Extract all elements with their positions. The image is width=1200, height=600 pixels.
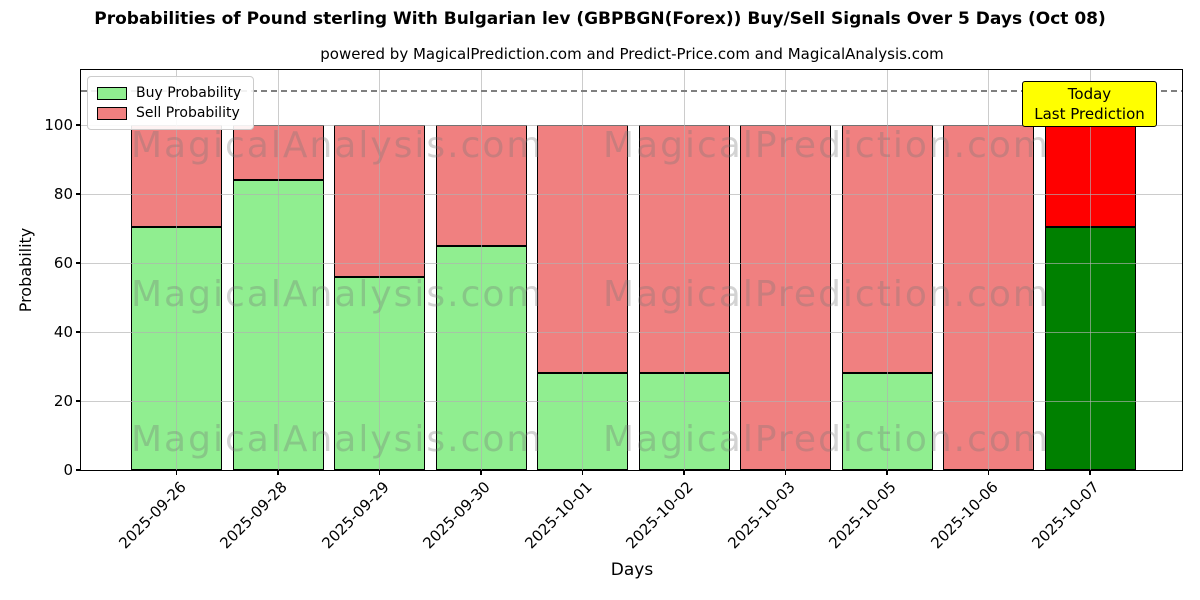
legend-label-buy: Buy Probability: [136, 85, 242, 101]
x-tickmark: [784, 471, 787, 475]
watermark-text: MagicalPrediction.com: [603, 274, 1050, 315]
legend: Buy Probability Sell Probability: [87, 76, 255, 130]
v-gridline: [785, 70, 786, 470]
y-tickmark: [76, 331, 80, 333]
x-tick-label: 2025-10-07: [1028, 478, 1103, 553]
x-tickmark: [581, 471, 584, 475]
threshold-dashed-line: [81, 89, 1182, 92]
v-gridline: [277, 70, 279, 470]
legend-label-sell: Sell Probability: [136, 105, 240, 121]
plot-area: Buy Probability Sell Probability Today L…: [80, 69, 1183, 471]
y-tickmark: [76, 400, 80, 402]
y-tick-label: 100: [44, 116, 73, 134]
y-tick-label: 60: [53, 254, 73, 272]
y-tickmark: [76, 469, 80, 471]
x-tick-label: 2025-09-30: [419, 478, 494, 553]
watermark-text: MagicalAnalysis.com: [131, 274, 544, 315]
x-axis-label: Days: [610, 560, 654, 580]
x-tickmark: [277, 471, 279, 475]
x-tickmark: [987, 471, 990, 475]
v-gridline: [683, 70, 685, 470]
y-tickmark: [76, 124, 80, 126]
v-gridline: [176, 70, 177, 470]
x-tickmark: [378, 471, 381, 475]
x-tick-label: 2025-09-29: [317, 478, 393, 553]
x-tickmark: [1089, 471, 1091, 475]
x-tickmark: [480, 471, 482, 475]
x-tick-label: 2025-10-03: [723, 478, 799, 553]
h-gridline: [81, 193, 1182, 195]
y-tick-label: 0: [63, 461, 73, 479]
x-tick-label: 2025-10-05: [825, 478, 900, 553]
x-tickmark: [175, 471, 178, 475]
h-gridline: [81, 331, 1182, 333]
v-gridline: [379, 70, 380, 470]
v-gridline: [886, 70, 888, 470]
v-gridline: [480, 70, 482, 470]
chart-title: Probabilities of Pound sterling With Bul…: [94, 9, 1106, 29]
legend-item-buy: Buy Probability: [97, 83, 241, 103]
sell-swatch-icon: [97, 106, 127, 120]
x-tickmark: [886, 471, 888, 475]
y-tick-label: 20: [53, 392, 73, 410]
annotation-line-1: Today: [1067, 85, 1112, 103]
x-tick-label: 2025-09-28: [216, 478, 291, 553]
y-tickmark: [76, 262, 80, 264]
x-tickmark: [683, 471, 685, 475]
x-tick-label: 2025-09-26: [114, 478, 190, 553]
watermark-text: MagicalAnalysis.com: [131, 419, 544, 460]
today-annotation: Today Last Prediction: [1022, 81, 1157, 127]
legend-item-sell: Sell Probability: [97, 103, 241, 123]
h-gridline: [81, 124, 1182, 126]
v-gridline: [582, 70, 583, 470]
y-tickmark: [76, 193, 80, 195]
h-gridline: [81, 400, 1182, 402]
x-tick-label: 2025-10-06: [926, 478, 1002, 553]
buy-swatch-icon: [97, 86, 127, 100]
chart-subtitle: powered by MagicalPrediction.com and Pre…: [320, 45, 944, 63]
h-gridline: [81, 262, 1182, 264]
watermark-text: MagicalAnalysis.com: [131, 125, 544, 166]
watermark-text: MagicalPrediction.com: [603, 419, 1050, 460]
annotation-line-2: Last Prediction: [1034, 105, 1145, 123]
y-tick-label: 40: [53, 323, 73, 341]
v-gridline: [988, 70, 989, 470]
y-tick-label: 80: [53, 185, 73, 203]
watermark-text: MagicalPrediction.com: [603, 125, 1050, 166]
v-gridline: [1089, 70, 1091, 470]
